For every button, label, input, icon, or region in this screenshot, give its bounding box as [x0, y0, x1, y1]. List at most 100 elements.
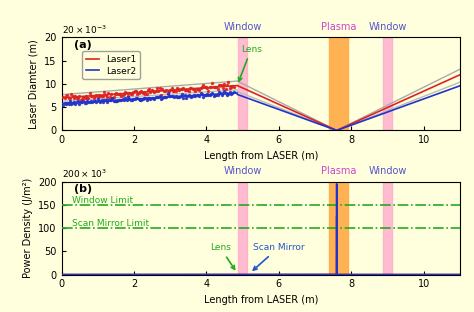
Point [157, 93, 165, 98]
Point [218, 93, 226, 98]
Point [219, 85, 227, 90]
Point [189, 94, 196, 99]
Point [99, 100, 107, 105]
Point [69, 93, 76, 98]
Point [191, 94, 199, 99]
Point [102, 97, 109, 102]
Point [214, 86, 221, 91]
Point [80, 95, 87, 100]
Point [123, 90, 130, 95]
Point [195, 87, 203, 92]
Point [165, 94, 173, 99]
Point [115, 98, 123, 103]
Point [190, 92, 198, 97]
Point [225, 91, 232, 96]
Point [202, 93, 210, 98]
Point [114, 98, 121, 103]
Point [116, 97, 124, 102]
Point [75, 94, 83, 99]
Point [73, 100, 81, 105]
Point [155, 94, 162, 99]
Point [136, 89, 144, 94]
Point [213, 85, 220, 90]
Point [107, 91, 115, 96]
Point [81, 95, 88, 100]
X-axis label: Length from LASER (m): Length from LASER (m) [203, 295, 318, 305]
Point [81, 101, 88, 106]
Point [209, 91, 216, 96]
Point [223, 83, 231, 88]
Point [165, 88, 173, 93]
Text: Scan Mirror Limit: Scan Mirror Limit [72, 219, 149, 228]
Point [146, 89, 154, 94]
Point [188, 94, 195, 99]
Point [146, 87, 153, 92]
Point [109, 96, 116, 101]
Point [156, 86, 164, 91]
Point [78, 97, 86, 102]
Point [62, 94, 70, 99]
Point [210, 93, 218, 98]
Point [186, 93, 194, 98]
Point [65, 101, 73, 106]
Point [112, 99, 120, 104]
Point [140, 95, 148, 100]
Point [205, 88, 212, 93]
Point [183, 87, 191, 92]
Point [152, 95, 160, 100]
Point [60, 95, 67, 100]
Point [141, 96, 149, 101]
Point [127, 98, 135, 103]
Point [72, 101, 79, 106]
Point [194, 86, 202, 91]
Point [215, 90, 223, 95]
Point [70, 95, 78, 100]
Point [126, 90, 133, 95]
Text: $200\times10^{3}$: $200\times10^{3}$ [62, 167, 107, 180]
Point [220, 81, 228, 86]
Point [185, 92, 192, 97]
Point [68, 101, 75, 106]
Point [139, 96, 146, 101]
Point [119, 92, 127, 97]
Point [68, 92, 75, 97]
Point [82, 93, 90, 98]
Point [128, 92, 136, 97]
Point [140, 90, 148, 95]
Point [61, 101, 69, 106]
Point [83, 99, 91, 104]
Point [177, 94, 184, 99]
Point [168, 93, 175, 98]
Bar [383, 37, 392, 130]
Point [103, 94, 111, 99]
Point [164, 90, 172, 95]
Point [90, 96, 98, 101]
Point [109, 95, 116, 100]
Point [226, 85, 233, 90]
Point [149, 88, 157, 93]
Point [230, 84, 237, 89]
Point [97, 94, 104, 99]
Point [62, 102, 70, 107]
Point [193, 87, 201, 92]
Point [89, 100, 96, 105]
Point [100, 89, 108, 94]
Point [207, 91, 215, 96]
Point [172, 93, 179, 98]
Point [112, 90, 120, 95]
Point [222, 90, 229, 95]
Point [129, 96, 137, 101]
Point [178, 87, 186, 92]
Point [206, 85, 214, 90]
Point [72, 94, 79, 99]
Point [218, 83, 226, 88]
Point [166, 87, 174, 92]
Point [173, 85, 181, 90]
Point [143, 91, 150, 96]
Point [210, 85, 218, 90]
Point [166, 93, 174, 98]
Point [92, 93, 100, 98]
Point [194, 93, 202, 98]
Point [186, 86, 194, 91]
Point [191, 88, 199, 93]
